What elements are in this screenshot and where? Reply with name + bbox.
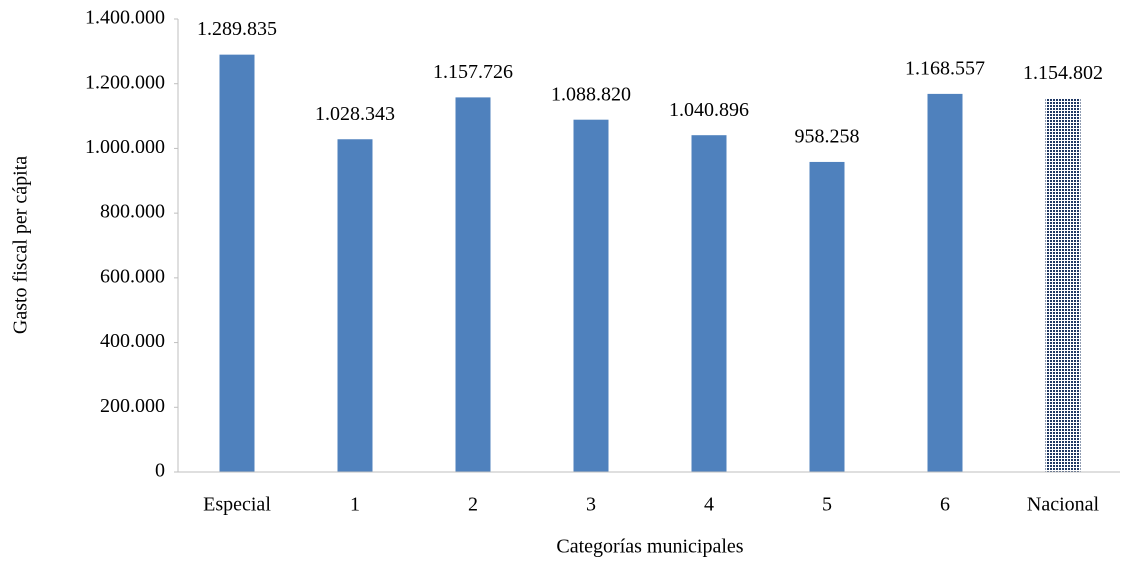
bar bbox=[573, 119, 609, 472]
x-tick-label: 6 bbox=[940, 494, 950, 516]
bar bbox=[219, 54, 255, 473]
x-tick-label: 1 bbox=[350, 494, 360, 516]
y-tick-label: 400.000 bbox=[100, 330, 165, 352]
x-tick-label: 3 bbox=[586, 494, 596, 516]
x-tick-label: Especial bbox=[203, 494, 271, 516]
bar bbox=[337, 139, 373, 473]
data-label: 1.289.835 bbox=[197, 18, 277, 40]
data-label: 1.157.726 bbox=[433, 61, 513, 83]
y-tick-label: 600.000 bbox=[100, 265, 165, 287]
bar bbox=[455, 97, 491, 472]
y-tick-label: 0 bbox=[155, 460, 165, 482]
y-tick-label: 200.000 bbox=[100, 395, 165, 417]
y-tick-label: 1.000.000 bbox=[85, 136, 165, 158]
data-label: 1.088.820 bbox=[551, 83, 631, 105]
data-label: 1.028.343 bbox=[315, 103, 395, 125]
y-axis-label: Gasto fiscal per cápita bbox=[10, 156, 32, 334]
y-tick-label: 800.000 bbox=[100, 201, 165, 223]
bar bbox=[1045, 98, 1081, 473]
y-tick-label: 1.200.000 bbox=[85, 71, 165, 93]
bar bbox=[809, 161, 845, 472]
data-label: 1.040.896 bbox=[669, 99, 749, 121]
bar bbox=[691, 135, 727, 472]
x-tick-label: Nacional bbox=[1027, 494, 1100, 516]
y-tick-label: 1.400.000 bbox=[85, 7, 165, 29]
data-label: 1.168.557 bbox=[905, 57, 985, 79]
x-tick-label: 2 bbox=[468, 494, 478, 516]
data-label: 958.258 bbox=[795, 126, 860, 148]
x-tick-label: 4 bbox=[704, 494, 714, 516]
x-tick-label: 5 bbox=[822, 494, 832, 516]
data-label: 1.154.802 bbox=[1023, 62, 1103, 84]
x-axis-label: Categorías municipales bbox=[556, 536, 743, 558]
bar bbox=[927, 93, 963, 473]
